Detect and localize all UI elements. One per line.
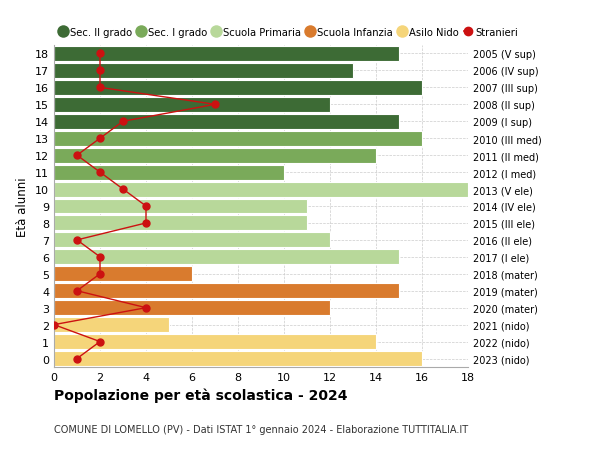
Bar <box>54 335 376 349</box>
Bar <box>54 250 399 265</box>
Bar <box>54 233 330 248</box>
Bar <box>54 182 468 197</box>
Bar <box>54 148 376 163</box>
Bar <box>54 351 422 366</box>
Bar <box>54 165 284 180</box>
Bar <box>54 98 330 112</box>
Text: Popolazione per età scolastica - 2024: Popolazione per età scolastica - 2024 <box>54 388 347 403</box>
Bar <box>54 115 399 129</box>
Bar <box>54 284 399 298</box>
Bar <box>54 64 353 78</box>
Bar <box>54 199 307 214</box>
Bar <box>54 267 192 282</box>
Bar <box>54 318 169 332</box>
Y-axis label: Età alunni: Età alunni <box>16 177 29 236</box>
Legend: Sec. II grado, Sec. I grado, Scuola Primaria, Scuola Infanzia, Asilo Nido, Stran: Sec. II grado, Sec. I grado, Scuola Prim… <box>59 28 518 38</box>
Bar <box>54 47 399 62</box>
Bar <box>54 216 307 231</box>
Bar <box>54 301 330 315</box>
Text: COMUNE DI LOMELLO (PV) - Dati ISTAT 1° gennaio 2024 - Elaborazione TUTTITALIA.IT: COMUNE DI LOMELLO (PV) - Dati ISTAT 1° g… <box>54 425 468 435</box>
Bar <box>54 81 422 95</box>
Bar <box>54 131 422 146</box>
